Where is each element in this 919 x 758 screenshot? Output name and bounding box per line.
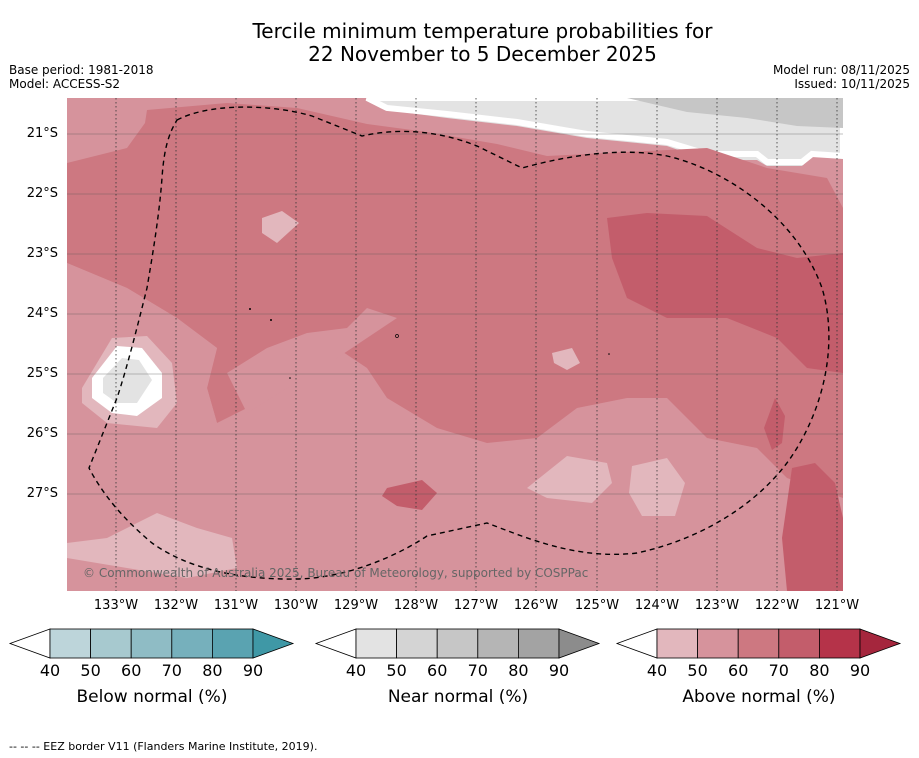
colorbar-segment <box>819 628 861 659</box>
zone-70-80-small <box>764 398 785 450</box>
colorbar-segment <box>697 628 739 659</box>
lon-label: 126°W <box>513 598 559 613</box>
lon-label: 125°W <box>574 598 620 613</box>
colorbar-label-below: Below normal (%) <box>76 687 228 707</box>
colorbar-high-extension <box>252 628 295 659</box>
zone-70-80-south <box>382 480 437 510</box>
colorbar-tick-below: 90 <box>242 661 264 680</box>
colorbar-high-extension <box>558 628 601 659</box>
lat-label: 27°S <box>26 486 58 501</box>
island-marker <box>289 377 291 379</box>
zone-70-80-east <box>607 213 843 373</box>
colorbar-tick-below: 70 <box>161 661 182 680</box>
colorbar-tick-near: 80 <box>508 661 529 680</box>
map-title: Tercile minimum temperature probabilitie… <box>0 20 919 66</box>
colorbar-low-extension <box>8 628 51 659</box>
zone-40-50-e <box>67 513 237 578</box>
colorbar-tick-above: 60 <box>728 661 749 680</box>
lon-label: 122°W <box>754 598 800 613</box>
lat-label: 21°S <box>26 126 58 141</box>
zone-40-50-a <box>262 211 299 243</box>
colorbar-segment <box>436 628 479 659</box>
colorbar-segment <box>778 628 820 659</box>
island-marker <box>395 334 399 338</box>
lon-label: 121°W <box>814 598 860 613</box>
colorbar-tick-above: 90 <box>849 661 871 680</box>
island-marker <box>608 353 610 355</box>
title-line-2: 22 November to 5 December 2025 <box>308 42 657 66</box>
probability-map <box>67 98 843 591</box>
colorbar-segment <box>477 628 519 659</box>
colorbar-tick-near: 40 <box>345 661 367 680</box>
lon-label: 131°W <box>213 598 259 613</box>
lat-label: 23°S <box>26 246 58 261</box>
meta-right: Model run: 08/11/2025 Issued: 10/11/2025 <box>773 63 910 91</box>
lat-label: 25°S <box>26 366 58 381</box>
island-marker <box>270 319 272 321</box>
eez-border <box>88 106 830 580</box>
colorbar-tick-above: 80 <box>809 661 830 680</box>
colorbar-tick-above: 40 <box>646 661 668 680</box>
base-period: Base period: 1981-2018 <box>9 63 154 77</box>
lon-label: 124°W <box>634 598 680 613</box>
colorbar-label-near: Near normal (%) <box>387 687 529 707</box>
colorbar-segment <box>49 628 91 659</box>
lat-label: 24°S <box>26 306 58 321</box>
near-normal-west <box>103 358 152 403</box>
colorbar-segment <box>211 628 254 659</box>
colorbar-segment <box>396 628 438 659</box>
lon-label: 129°W <box>333 598 379 613</box>
lon-label: 132°W <box>153 598 199 613</box>
lon-label: 133°W <box>93 598 139 613</box>
lon-label: 127°W <box>453 598 499 613</box>
zone-40-50-c <box>527 456 612 503</box>
colorbar-tick-near: 50 <box>386 661 407 680</box>
meta-left: Base period: 1981-2018 Model: ACCESS-S2 <box>9 63 154 91</box>
eez-footnote: -- -- -- EEZ border V11 (Flanders Marine… <box>9 740 318 753</box>
model-run: Model run: 08/11/2025 <box>772 63 910 77</box>
near-normal-dark <box>627 98 843 128</box>
issued-date: Issued: 10/11/2025 <box>794 77 910 91</box>
colorbar-tick-below: 50 <box>80 661 101 680</box>
colorbar-tick-near: 90 <box>548 661 570 680</box>
colorbar-segment <box>737 628 780 659</box>
lon-label: 130°W <box>273 598 319 613</box>
lat-label: 22°S <box>26 186 58 201</box>
island-marker <box>249 308 251 310</box>
title-line-1: Tercile minimum temperature probabilitie… <box>252 19 713 43</box>
lon-label: 128°W <box>393 598 439 613</box>
colorbar-segment <box>518 628 560 659</box>
zone-70-80-southeast <box>782 463 843 591</box>
colorbar-segment <box>355 628 397 659</box>
copyright-notice: © Commonwealth of Australia 2025, Bureau… <box>83 566 589 580</box>
zone-50-60-inset <box>227 308 397 413</box>
colorbar-tick-below: 60 <box>121 661 142 680</box>
zone-60-70 <box>67 103 843 498</box>
colorbar-segment <box>90 628 132 659</box>
lon-label: 123°W <box>694 598 740 613</box>
colorbar-tick-above: 70 <box>768 661 789 680</box>
colorbar-tick-above: 50 <box>687 661 708 680</box>
zone-40-50-b <box>552 348 580 370</box>
colorbar-segment <box>656 628 698 659</box>
lat-grid <box>67 133 843 495</box>
colorbar-tick-below: 80 <box>202 661 223 680</box>
colorbar-tick-below: 40 <box>39 661 61 680</box>
colorbar-segment <box>171 628 213 659</box>
colorbar-tick-near: 70 <box>467 661 488 680</box>
colorbar-label-above: Above normal (%) <box>682 687 836 707</box>
model-name: Model: ACCESS-S2 <box>9 77 121 91</box>
colorbar-tick-near: 60 <box>427 661 448 680</box>
near-normal-edge <box>365 98 843 165</box>
colorbar-high-extension <box>859 628 902 659</box>
colorbars <box>8 628 902 659</box>
colorbar-low-extension <box>314 628 357 659</box>
colorbar-low-extension <box>615 628 658 659</box>
lat-label: 26°S <box>26 426 58 441</box>
colorbar-segment <box>130 628 173 659</box>
